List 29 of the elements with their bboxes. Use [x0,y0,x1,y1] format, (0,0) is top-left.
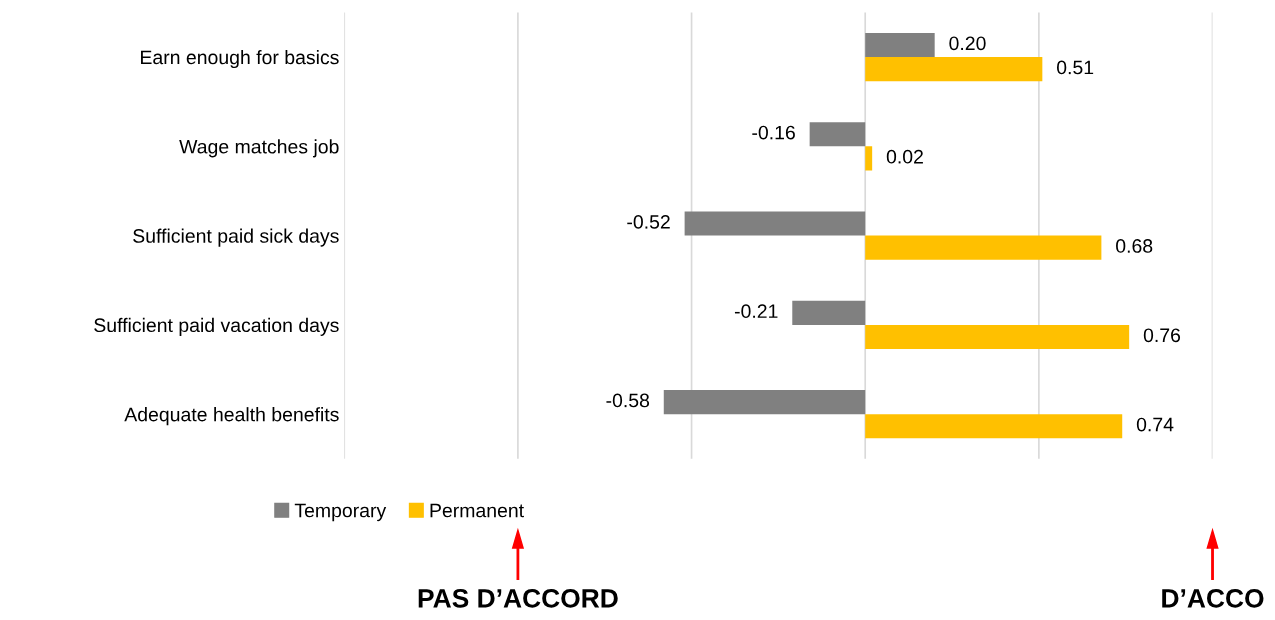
data-label: 0.02 [886,149,923,164]
data-label: 0.68 [1116,239,1153,253]
y-tick-label: Sufficient paid sick days [133,228,339,247]
y-tick-label: Sufficient paid vacation days [94,317,339,336]
bar [792,300,866,325]
data-label: 0.76 [1143,328,1181,343]
bar [684,211,866,236]
legend-label: Permanent [430,503,524,518]
legend-label: Temporary [294,503,387,522]
bar [865,57,1043,82]
bar [865,32,935,58]
data-label: 0.20 [949,36,986,51]
data-label: -0.16 [752,125,795,140]
bar [663,390,866,415]
data-label: -0.21 [734,304,778,319]
data-label: 0.74 [1136,417,1174,432]
y-tick-label: Adequate health benefits [124,407,339,426]
y-tick-label: Wage matches job [179,139,339,158]
data-label: -0.52 [627,215,670,229]
bar [865,414,1123,439]
text: D’ACCO [1162,588,1264,608]
data-label: -0.58 [606,393,650,408]
bar [865,146,873,171]
bar [865,324,1130,349]
text: PAS D’ACCORD [418,588,618,608]
data-label: 0.51 [1056,60,1094,75]
bar [809,122,866,147]
y-tick-label: Earn enough for basics [141,49,339,69]
bar [865,235,1102,260]
